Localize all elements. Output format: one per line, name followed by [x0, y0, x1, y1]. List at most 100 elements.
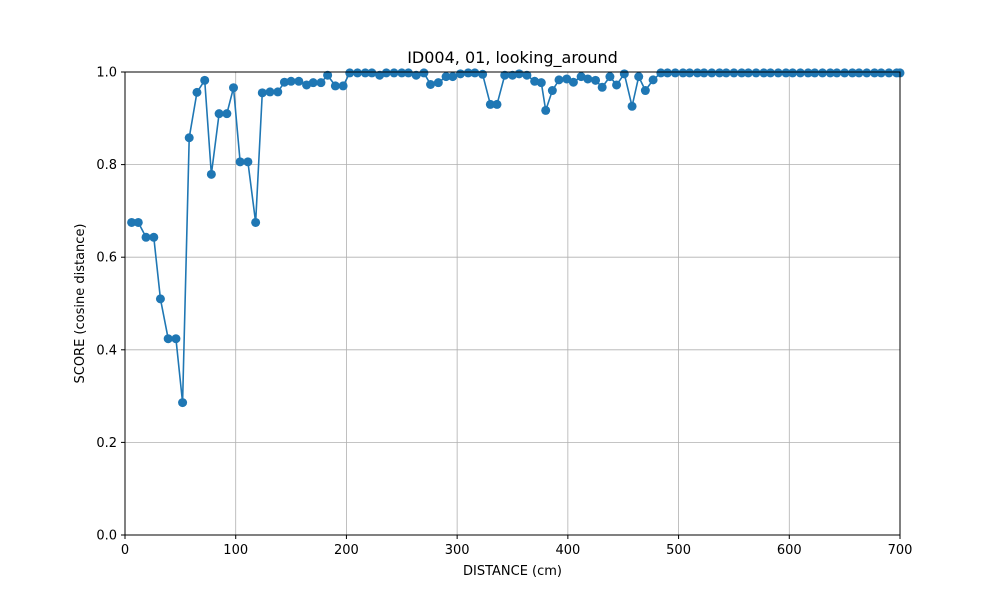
data-point [648, 75, 658, 85]
x-tick-label: 0 [121, 543, 129, 558]
data-point [536, 78, 546, 88]
data-point [541, 105, 551, 115]
data-point [847, 68, 857, 78]
data-point [133, 217, 143, 227]
data-point [692, 68, 702, 78]
data-point [265, 87, 275, 97]
data-point [862, 68, 872, 78]
grid-lines [124, 71, 901, 536]
data-point [316, 78, 326, 88]
data-point [810, 68, 820, 78]
x-tick-label: 300 [445, 543, 470, 558]
data-point [235, 157, 245, 167]
x-tick-label: 100 [223, 543, 248, 558]
data-point [795, 68, 805, 78]
data-point [251, 217, 261, 227]
data-point [562, 74, 572, 84]
data-point [330, 81, 340, 91]
x-axis-label: DISTANCE (cm) [463, 564, 562, 579]
data-point [619, 69, 629, 79]
data-point [554, 75, 564, 85]
data-point [634, 72, 644, 82]
data-point [825, 68, 835, 78]
data-point [670, 68, 680, 78]
data-point [163, 334, 173, 344]
data-point [141, 232, 151, 242]
y-tick-label: 1.0 [96, 66, 117, 81]
x-tick-label: 200 [334, 543, 359, 558]
data-point [441, 72, 451, 82]
data-point [360, 68, 370, 78]
data-point [214, 109, 224, 119]
x-axis: 0 100 200 300 400 500 600 700 [121, 535, 913, 558]
data-point [583, 74, 593, 84]
data-point [876, 68, 886, 78]
data-point [803, 68, 813, 78]
x-tick-label: 700 [888, 543, 913, 558]
data-point [678, 68, 688, 78]
data-point [884, 68, 894, 78]
chart-title: ID004, 01, looking_around [407, 48, 618, 68]
data-point [308, 78, 318, 88]
data-point [605, 72, 615, 82]
data-point [759, 68, 769, 78]
data-point [751, 68, 761, 78]
data-point [171, 334, 181, 344]
data-point [403, 68, 413, 78]
data-point [773, 68, 783, 78]
data-point [149, 232, 159, 242]
data-point [184, 133, 194, 143]
data-point [818, 68, 827, 78]
data-point [229, 83, 238, 93]
data-point [397, 68, 407, 78]
plot-frame [124, 71, 901, 536]
data-point [463, 68, 473, 78]
data-point [707, 68, 717, 78]
data-point [353, 68, 362, 78]
data-point [685, 68, 695, 78]
y-tick-label: 0.8 [96, 158, 117, 173]
data-point [286, 76, 296, 86]
data-point [640, 86, 650, 96]
y-tick-label: 0.6 [96, 251, 117, 266]
data-point [367, 68, 377, 78]
data-point [656, 68, 666, 78]
data-point [243, 157, 253, 167]
data-point [547, 86, 557, 96]
data-point [279, 77, 289, 87]
data-point [854, 68, 864, 78]
data-point [492, 99, 502, 109]
data-point [832, 68, 842, 78]
y-tick-label: 0.4 [96, 343, 117, 358]
data-point [699, 68, 709, 78]
data-point [155, 294, 165, 304]
data-point [500, 70, 510, 80]
series-line [131, 72, 900, 404]
data-point [627, 101, 637, 111]
data-point [729, 68, 739, 78]
y-axis: 0.0 0.2 0.4 0.6 0.8 1.0 [96, 66, 125, 544]
data-point [294, 76, 304, 86]
data-point [522, 70, 532, 80]
data-point [721, 68, 731, 78]
data-point [178, 398, 188, 408]
data-point [612, 80, 622, 90]
data-point [765, 68, 775, 78]
data-point [870, 68, 880, 78]
data-point [426, 80, 436, 89]
data-point [411, 70, 421, 80]
x-tick-label: 500 [666, 543, 691, 558]
data-series [127, 68, 905, 408]
data-point [470, 68, 480, 78]
data-point [127, 217, 137, 227]
data-point [433, 78, 443, 88]
data-point [323, 70, 333, 80]
data-point [206, 169, 216, 179]
data-point [743, 68, 753, 78]
data-point [257, 88, 267, 98]
y-tick-label: 0.2 [96, 436, 117, 451]
x-tick-label: 600 [777, 543, 802, 558]
x-tick-label: 400 [555, 543, 580, 558]
data-point [737, 68, 747, 78]
